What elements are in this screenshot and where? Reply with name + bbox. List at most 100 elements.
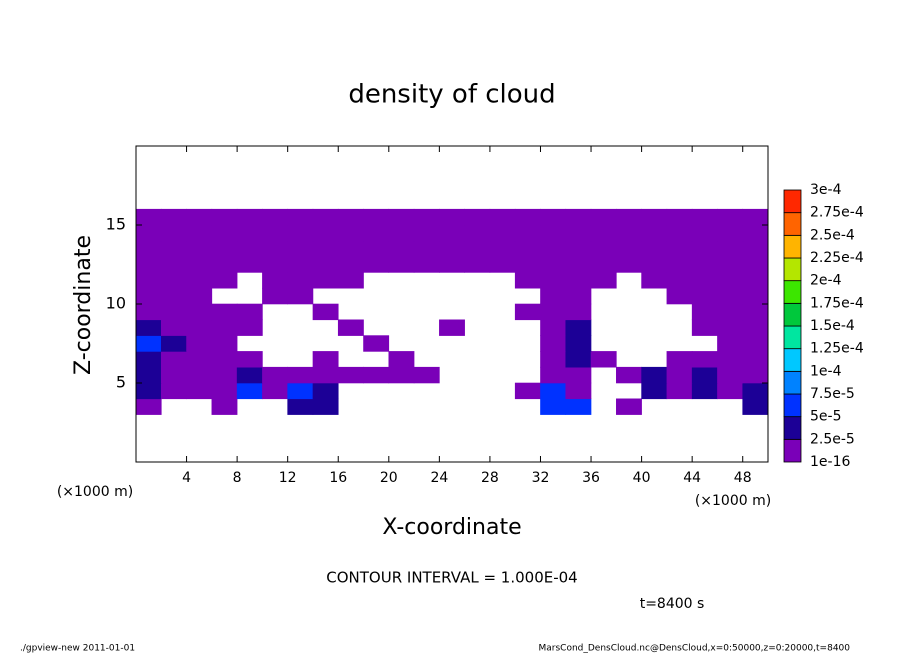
contour-cell [337, 208, 364, 226]
contour-cell [337, 272, 364, 289]
contour-cell [236, 319, 263, 336]
contour-cell [464, 240, 491, 257]
contour-cell [590, 256, 617, 273]
contour-cell [540, 382, 567, 400]
contour-cell [337, 366, 364, 384]
contour-cell [262, 240, 288, 257]
contour-cell [666, 224, 693, 242]
contour-cell [489, 208, 516, 226]
colorbar-label: 2e-4 [810, 273, 842, 289]
contour-cell [439, 224, 465, 242]
contour-cell [186, 351, 213, 368]
contour-cell [363, 366, 390, 384]
colorbar-label: 1.25e-4 [810, 341, 864, 357]
x-tick-label: 40 [633, 470, 651, 486]
contour-cell [186, 335, 213, 352]
contour-cell [439, 319, 465, 336]
contour-cell [540, 272, 567, 289]
contour-cell [388, 208, 415, 226]
contour-cell [717, 240, 744, 257]
footer-left: ./gpview-new 2011-01-01 [20, 644, 135, 654]
y-axis-label: Z-coordinate [71, 235, 96, 375]
contour-cell [565, 256, 592, 273]
contour-cell [211, 303, 238, 321]
contour-cell [641, 366, 668, 384]
contour-cell [135, 335, 162, 352]
contour-cell [514, 382, 541, 400]
chart-title: density of cloud [348, 80, 555, 110]
contour-cell [337, 224, 364, 242]
colorbar-label: 3e-4 [810, 182, 842, 198]
contour-cell [666, 382, 693, 400]
contour-cell [287, 224, 314, 242]
contour-cell [262, 382, 288, 400]
contour-cell [186, 382, 213, 400]
contour-cell [262, 272, 288, 289]
colorbar-box [783, 416, 802, 440]
contour-cell [363, 256, 390, 273]
contour-cell [211, 256, 238, 273]
contour-cell [160, 287, 187, 305]
contour-cell [236, 224, 263, 242]
contour-cell [287, 398, 314, 415]
contour-cell [211, 240, 238, 257]
contour-cell [717, 382, 744, 400]
contour-cell [616, 208, 642, 226]
contour-cell [742, 256, 769, 273]
contour-cell [160, 351, 187, 368]
colorbar-label: 1e-4 [810, 363, 842, 379]
contour-cell [186, 366, 213, 384]
contour-cell [717, 335, 744, 352]
contour-cell [742, 303, 769, 321]
contour-cell [641, 224, 668, 242]
y-tick-label: 5 [116, 373, 126, 392]
contour-cell [413, 256, 440, 273]
contour-cell [616, 366, 642, 384]
contour-cell [439, 256, 465, 273]
contour-cell [186, 272, 213, 289]
footer-right: MarsCond_DensCloud.nc@DensCloud,x=0:5000… [539, 644, 851, 654]
contour-cell [717, 303, 744, 321]
colorbar-label: 1.75e-4 [810, 295, 864, 311]
contour-cell [186, 319, 213, 336]
contour-cell [691, 303, 718, 321]
contour-cell [160, 335, 187, 352]
contour-cell [186, 224, 213, 242]
contour-cell [565, 208, 592, 226]
contour-cell [540, 351, 567, 368]
contour-cell [363, 335, 390, 352]
x-tick-label: 20 [380, 470, 398, 486]
contour-cell [565, 335, 592, 352]
contour-cell [312, 382, 339, 400]
x-tick-label: 12 [279, 470, 297, 486]
contour-cell [616, 224, 642, 242]
contour-cell [312, 366, 339, 384]
x-tick-label: 4 [182, 470, 191, 486]
contour-cell [337, 256, 364, 273]
colorbar-label: 7.5e-5 [810, 386, 855, 402]
contour-cell [211, 366, 238, 384]
x-axis-label: X-coordinate [382, 515, 521, 540]
contour-cell [186, 208, 213, 226]
contour-cell [337, 319, 364, 336]
contour-cell [413, 208, 440, 226]
contour-cell [262, 287, 288, 305]
colorbar-label: 2.5e-4 [810, 227, 855, 243]
contour-cell [388, 351, 415, 368]
contour-cell [211, 335, 238, 352]
contour-cell [160, 319, 187, 336]
colorbar-box [783, 189, 802, 214]
contour-cell [691, 366, 718, 384]
contour-cell [464, 256, 491, 273]
contour-cell [312, 272, 339, 289]
contour-cell [135, 303, 162, 321]
colorbar-label: 1.5e-4 [810, 318, 855, 334]
contour-cell [135, 382, 162, 400]
contour-cell [742, 272, 769, 289]
contour-cell [565, 351, 592, 368]
contour-interval: CONTOUR INTERVAL = 1.000E-04 [326, 569, 577, 587]
colorbar-box [783, 370, 802, 395]
contour-cell [236, 240, 263, 257]
contour-cell [439, 240, 465, 257]
